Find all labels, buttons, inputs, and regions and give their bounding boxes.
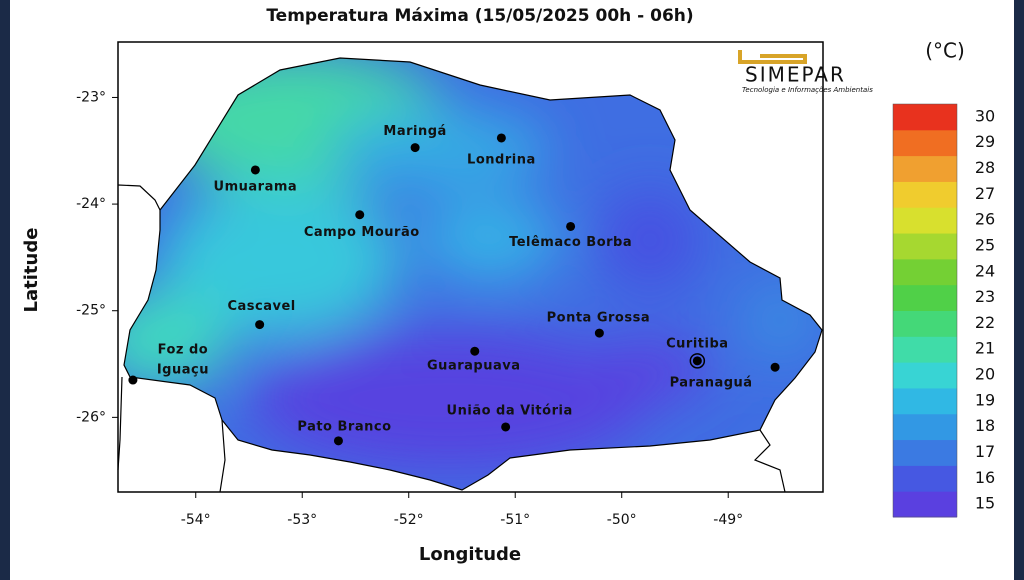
colorbar-label: 29 bbox=[975, 132, 995, 151]
city-marker bbox=[128, 375, 138, 385]
colorbar-label: 15 bbox=[975, 494, 995, 513]
city-marker bbox=[410, 143, 420, 153]
city-label: Foz do bbox=[158, 343, 209, 358]
city-marker bbox=[692, 356, 702, 366]
colorbar-band bbox=[893, 362, 957, 389]
colorbar-frame bbox=[892, 103, 958, 518]
city-label: Iguaçu bbox=[157, 363, 209, 378]
colorbar-band bbox=[893, 284, 957, 311]
colorbar-band bbox=[893, 413, 957, 441]
colorbar-band bbox=[893, 439, 957, 466]
y-tick-label: -23° bbox=[76, 89, 106, 105]
colorbar-unit: (°C) bbox=[925, 39, 965, 63]
colorbar-band bbox=[893, 258, 957, 286]
city-marker bbox=[255, 320, 265, 330]
y-tick-label: -25° bbox=[76, 303, 106, 319]
city-marker bbox=[250, 165, 260, 175]
city-label: Curitiba bbox=[666, 336, 728, 351]
colorbar-label: 25 bbox=[975, 235, 995, 254]
city-label: Campo Mourão bbox=[304, 225, 420, 240]
colorbar-band bbox=[893, 129, 957, 157]
city-marker bbox=[470, 346, 480, 356]
colorbar-band bbox=[893, 387, 957, 415]
city-ring bbox=[689, 353, 706, 369]
logo-icon bbox=[738, 50, 807, 64]
city-label: Ponta Grossa bbox=[547, 311, 651, 326]
city-label: Umuarama bbox=[214, 179, 298, 194]
colorbar-label: 26 bbox=[975, 210, 995, 229]
x-axis-label: Longitude bbox=[419, 544, 521, 565]
colorbar-band bbox=[893, 465, 957, 492]
city-marker bbox=[501, 422, 511, 432]
city-marker bbox=[333, 436, 343, 446]
logo-tagline: Tecnologia e Informações Ambientais bbox=[742, 86, 873, 94]
x-tick-label: -51° bbox=[500, 512, 530, 528]
colorbar-band bbox=[893, 336, 957, 363]
logo: SIMEPAR bbox=[745, 63, 846, 87]
colorbar-label: 18 bbox=[975, 416, 995, 435]
colorbar-label: 19 bbox=[975, 390, 995, 409]
colorbar-label: 30 bbox=[975, 106, 995, 125]
colorbar-band bbox=[893, 233, 957, 260]
colorbar-label: 20 bbox=[975, 365, 995, 384]
colorbar-label: 21 bbox=[975, 339, 995, 358]
colorbar-label: 24 bbox=[975, 261, 995, 280]
colorbar-band bbox=[893, 155, 957, 182]
y-tick-label: -26° bbox=[76, 409, 106, 425]
colorbar-label: 28 bbox=[975, 158, 995, 177]
colorbar-band bbox=[893, 491, 957, 518]
page: Temperatura Máxima (15/05/2025 00h - 06h… bbox=[10, 0, 1014, 580]
city-marker bbox=[594, 328, 604, 338]
colorbar-label: 23 bbox=[975, 287, 995, 306]
colorbar-label: 22 bbox=[975, 313, 995, 332]
colorbar-band bbox=[893, 104, 957, 131]
city-label: Guarapuava bbox=[427, 359, 520, 374]
city-label: Maringá bbox=[383, 124, 446, 139]
city-label: Paranaguá bbox=[670, 376, 753, 391]
x-tick-label: -50° bbox=[607, 512, 637, 528]
city-marker bbox=[496, 133, 506, 143]
y-tick-label: -24° bbox=[76, 196, 106, 212]
city-label: União da Vitória bbox=[447, 403, 573, 418]
city-marker bbox=[770, 362, 780, 372]
colorbar-label: 27 bbox=[975, 184, 995, 203]
borders bbox=[117, 57, 823, 493]
city-marker bbox=[355, 210, 365, 220]
colorbar-band bbox=[893, 310, 957, 337]
x-tick-label: -52° bbox=[394, 512, 424, 528]
colorbar-band bbox=[893, 207, 957, 234]
city-label: Telêmaco Borba bbox=[509, 235, 632, 250]
city-marker bbox=[566, 221, 576, 231]
colorbar-label: 16 bbox=[975, 468, 995, 487]
colorbar-label: 17 bbox=[975, 442, 995, 461]
x-tick-label: -54° bbox=[181, 512, 211, 528]
y-axis-label: Latitude bbox=[21, 228, 42, 313]
colorbar-band bbox=[893, 181, 957, 208]
city-label: Cascavel bbox=[227, 299, 295, 314]
city-label: Londrina bbox=[467, 152, 536, 167]
map-figure: Temperatura Máxima (15/05/2025 00h - 06h… bbox=[21, 6, 995, 565]
x-tick-label: -49° bbox=[713, 512, 743, 528]
x-tick-label: -53° bbox=[287, 512, 317, 528]
map-title: Temperatura Máxima (15/05/2025 00h - 06h… bbox=[266, 6, 693, 26]
city-label: Pato Branco bbox=[297, 419, 391, 434]
